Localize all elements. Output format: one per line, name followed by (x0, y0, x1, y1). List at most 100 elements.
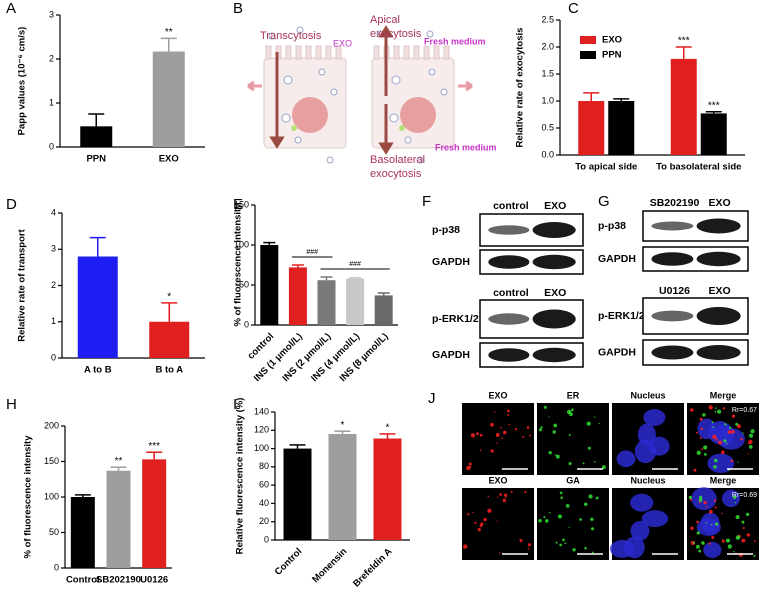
panel-letter: E (233, 196, 243, 213)
signal (713, 499, 717, 502)
x-tick-label: To apical side (575, 162, 637, 173)
y-axis-label: % of fluorescence intensity (23, 435, 34, 559)
label: exocytosis (370, 28, 422, 40)
channel-label: EXO (488, 390, 507, 400)
signal (565, 503, 570, 508)
signal (487, 495, 490, 498)
lane-label: EXO (709, 197, 731, 209)
bar (80, 126, 113, 147)
y-tick-label: 0 (264, 534, 269, 544)
signal (588, 494, 593, 499)
signal (480, 522, 484, 526)
signal (582, 462, 585, 465)
band (651, 345, 694, 360)
nucleus (648, 436, 670, 456)
signal (702, 413, 706, 417)
signal (545, 519, 549, 523)
vesicles (268, 26, 448, 164)
signal (496, 520, 498, 522)
diagram-b: Transcytosis EXO Apical exocytosis Fresh… (247, 14, 497, 180)
signal (689, 498, 693, 501)
significance: * (386, 423, 390, 434)
y-tick-label: 4 (51, 207, 56, 217)
signal (748, 442, 750, 445)
signal (703, 452, 707, 456)
bar (152, 51, 185, 147)
signal (714, 506, 717, 509)
signal (490, 449, 494, 453)
panel-letter: B (233, 0, 243, 17)
signal (594, 416, 596, 418)
y-tick-label: 40 (259, 498, 269, 508)
panel-letter: J (428, 390, 436, 407)
x-tick-label: Monensin (310, 546, 349, 585)
y-tick-label: 80 (259, 461, 269, 471)
signal (696, 520, 699, 524)
signal (590, 527, 595, 531)
signal (467, 513, 470, 516)
x-tick-label: Brefeldin A (351, 546, 394, 589)
nucleus (637, 423, 656, 446)
row-label: p-p38 (432, 224, 460, 236)
signal (593, 460, 596, 463)
signal (499, 493, 503, 496)
bracket-label: ### (349, 261, 361, 268)
label: exocytosis (370, 168, 422, 180)
signal (699, 436, 702, 439)
x-tick-label: SB202190 (96, 575, 141, 586)
band (651, 252, 694, 266)
signal (559, 491, 563, 495)
signal (529, 434, 532, 437)
signal (527, 543, 532, 547)
y-tick-label: 120 (254, 425, 269, 435)
legend-label: PPN (602, 50, 622, 61)
arrow (247, 80, 262, 92)
signal (718, 440, 723, 445)
signal (502, 430, 507, 435)
signal (693, 468, 697, 472)
bar (608, 101, 635, 155)
signal (741, 520, 745, 524)
signal (496, 496, 499, 498)
nucleus (643, 409, 666, 426)
panel-letter: D (6, 196, 17, 213)
row-label: p-ERK1/2 (598, 310, 645, 322)
significance: *** (678, 36, 690, 47)
signal (708, 509, 713, 514)
coefficient: Rr=0.67 (732, 407, 757, 414)
signal (690, 526, 694, 530)
bar (670, 58, 697, 155)
signal (712, 426, 715, 429)
signal (557, 514, 562, 519)
signal (737, 461, 739, 463)
signal (540, 426, 543, 429)
y-tick-label: 0 (49, 141, 54, 151)
y-tick-label: 3 (49, 9, 54, 19)
row-label: GAPDH (432, 256, 470, 268)
significance: *** (148, 441, 160, 452)
signal (690, 408, 694, 412)
signal (587, 446, 591, 450)
band (532, 309, 576, 329)
signal (510, 490, 513, 493)
signal (514, 428, 518, 431)
microvilli (265, 45, 450, 60)
signal (584, 546, 587, 550)
y-tick-label: 2 (49, 53, 54, 63)
bar (149, 321, 190, 358)
y-tick-label: 150 (44, 456, 59, 466)
y-tick-label: 50 (49, 527, 59, 537)
arrow (378, 104, 394, 155)
nucleus (641, 510, 669, 527)
legend-label: EXO (602, 35, 622, 46)
signal (474, 521, 477, 524)
signal (507, 414, 510, 416)
signal (701, 448, 704, 451)
signal (750, 429, 755, 434)
significance: ** (165, 27, 173, 38)
signal (753, 554, 756, 557)
signal (543, 405, 547, 409)
signal (695, 544, 700, 549)
panel-letter: F (422, 193, 431, 210)
band (651, 310, 694, 322)
